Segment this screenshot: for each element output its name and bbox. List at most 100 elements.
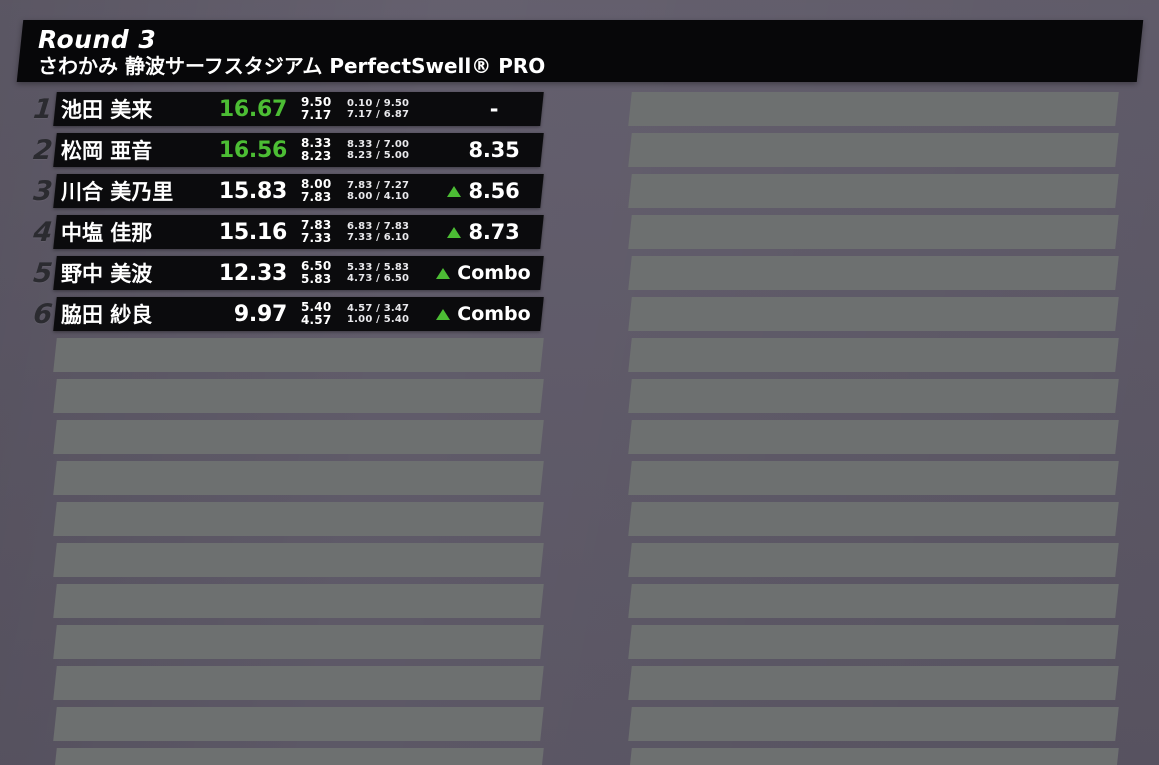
row-bar: 松岡 亜音 16.56 8.33 8.23 8.33 / 7.00 8.23 / 5.00… — [53, 133, 544, 167]
table-row[interactable]: 川合 美乃里 15.83 8.00 7.83 7.83 / 7.27 8.00 / 4.1… — [0, 174, 560, 208]
empty-row — [575, 543, 1159, 577]
empty-row — [575, 215, 1159, 249]
row-bar: 川合 美乃里 15.83 8.00 7.83 7.83 / 7.27 8.00 / 4.1… — [53, 174, 544, 208]
wave-scores: 9.50 7.17 — [287, 95, 343, 122]
rank-number: 4 — [31, 216, 55, 248]
wave-scores: 8.00 7.83 — [287, 177, 343, 204]
table-row[interactable]: 池田 美来 16.67 9.50 7.17 0.10 / 9.50 7.17 / 6.87… — [0, 92, 560, 126]
table-row[interactable]: 野中 美波 12.33 6.50 5.83 5.33 / 5.83 4.73 / 6.50… — [0, 256, 560, 290]
row-content: 池田 美来 16.67 9.50 7.17 0.10 / 9.50 7.17 / 6.87… — [55, 92, 542, 126]
empty-row-bar — [628, 625, 1119, 659]
wave-score-2: 7.33 — [301, 231, 332, 245]
other-scores-line-2: 8.00 / 4.10 — [347, 191, 410, 202]
needs-score-cell: 8.35 — [431, 138, 542, 162]
other-scores-line-2: 8.23 / 5.00 — [347, 150, 410, 161]
empty-row-bar — [628, 338, 1119, 372]
empty-row — [575, 748, 1159, 765]
empty-row-bar — [628, 543, 1119, 577]
empty-row — [0, 502, 560, 536]
surfer-name: 池田 美来 — [61, 98, 153, 122]
row-bar: 中塩 佳那 15.16 7.83 7.33 6.83 / 7.83 7.33 / 6.10… — [53, 215, 544, 249]
other-scores-line-1: 6.83 / 7.83 — [347, 220, 410, 232]
wave-scores: 6.50 5.83 — [287, 259, 343, 286]
wave-scores: 8.33 8.23 — [287, 136, 343, 163]
empty-row-bar — [53, 666, 544, 700]
empty-row-bar — [628, 297, 1119, 331]
other-wave-scores: 4.57 / 3.47 1.00 / 5.40 — [343, 303, 431, 325]
empty-row — [575, 338, 1159, 372]
empty-row-bar — [53, 625, 544, 659]
row-bar: 野中 美波 12.33 6.50 5.83 5.33 / 5.83 4.73 / 6.50… — [53, 256, 544, 290]
empty-row-bar — [628, 584, 1119, 618]
surfer-name: 松岡 亜音 — [61, 139, 153, 163]
surfer-name: 脇田 紗良 — [61, 303, 153, 327]
empty-row-bar — [53, 748, 544, 765]
other-wave-scores: 5.33 / 5.83 4.73 / 6.50 — [343, 262, 431, 284]
wave-score-2: 7.17 — [301, 108, 332, 122]
empty-row-bar — [628, 133, 1119, 167]
table-row[interactable]: 脇田 紗良 9.97 5.40 4.57 4.57 / 3.47 1.00 / 5.40 C… — [0, 297, 560, 331]
empty-row — [575, 707, 1159, 741]
empty-row — [575, 584, 1159, 618]
empty-row — [0, 584, 560, 618]
empty-row — [575, 174, 1159, 208]
needs-score-cell: Combo — [431, 262, 542, 284]
other-scores-line-1: 7.83 / 7.27 — [347, 179, 410, 191]
other-wave-scores: 6.83 / 7.83 7.33 / 6.10 — [343, 221, 431, 243]
wave-scores: 5.40 4.57 — [287, 300, 343, 327]
header-content: Round 3 さわかみ 静波サーフスタジアム PerfectSwell® PR… — [20, 20, 1140, 82]
surfer-name: 中塩 佳那 — [61, 221, 153, 245]
leaderboard-right-column — [575, 92, 1159, 765]
needs-score-cell: Combo — [431, 303, 542, 325]
other-scores-line-2: 7.33 / 6.10 — [347, 232, 410, 243]
surfer-name: 野中 美波 — [61, 262, 153, 286]
table-row[interactable]: 中塩 佳那 15.16 7.83 7.33 6.83 / 7.83 7.33 / 6.10… — [0, 215, 560, 249]
empty-row — [0, 338, 560, 372]
up-triangle-icon — [436, 308, 451, 320]
rank-number: 6 — [31, 298, 55, 330]
total-score: 12.33 — [218, 260, 287, 286]
empty-row-bar — [628, 256, 1119, 290]
empty-row-bar — [53, 502, 544, 536]
row-bar: 池田 美来 16.67 9.50 7.17 0.10 / 9.50 7.17 / 6.87… — [53, 92, 544, 126]
total-score: 16.67 — [218, 96, 287, 122]
needs-score-value: 8.35 — [468, 138, 520, 162]
needs-score-value: 8.56 — [468, 179, 520, 203]
table-row[interactable]: 松岡 亜音 16.56 8.33 8.23 8.33 / 7.00 8.23 / 5.00… — [0, 133, 560, 167]
other-scores-line-1: 5.33 / 5.83 — [347, 261, 410, 273]
empty-row — [575, 92, 1159, 126]
rank-number: 3 — [31, 175, 55, 207]
needs-score-value: - — [489, 97, 499, 121]
other-wave-scores: 7.83 / 7.27 8.00 / 4.10 — [343, 180, 431, 202]
other-scores-line-2: 4.73 / 6.50 — [347, 273, 410, 284]
empty-row — [575, 625, 1159, 659]
surfer-name: 川合 美乃里 — [61, 180, 174, 204]
empty-row-bar — [628, 379, 1119, 413]
total-score: 15.16 — [218, 219, 287, 245]
empty-row — [575, 502, 1159, 536]
empty-row-bar — [628, 748, 1119, 765]
needs-score-value: 8.73 — [468, 220, 520, 244]
other-scores-line-1: 8.33 / 7.00 — [347, 138, 410, 150]
round-title: Round 3 — [38, 25, 157, 55]
row-content: 野中 美波 12.33 6.50 5.83 5.33 / 5.83 4.73 / 6.50… — [55, 256, 542, 290]
row-content: 中塩 佳那 15.16 7.83 7.33 6.83 / 7.83 7.33 / 6.10… — [55, 215, 542, 249]
needs-score-value: Combo — [457, 303, 531, 325]
empty-row — [0, 543, 560, 577]
empty-row-bar — [628, 92, 1119, 126]
other-scores-line-1: 4.57 / 3.47 — [347, 302, 410, 314]
up-triangle-icon — [436, 267, 451, 279]
total-score: 9.97 — [233, 301, 287, 327]
empty-row — [575, 461, 1159, 495]
empty-row — [0, 625, 560, 659]
rank-number: 1 — [31, 93, 55, 125]
empty-row-bar — [628, 420, 1119, 454]
empty-row — [0, 379, 560, 413]
wave-scores: 7.83 7.33 — [287, 218, 343, 245]
needs-score-cell: - — [431, 97, 542, 121]
empty-row — [575, 133, 1159, 167]
empty-row-bar — [53, 461, 544, 495]
empty-row — [0, 707, 560, 741]
empty-row-bar — [53, 543, 544, 577]
empty-row-bar — [53, 379, 544, 413]
